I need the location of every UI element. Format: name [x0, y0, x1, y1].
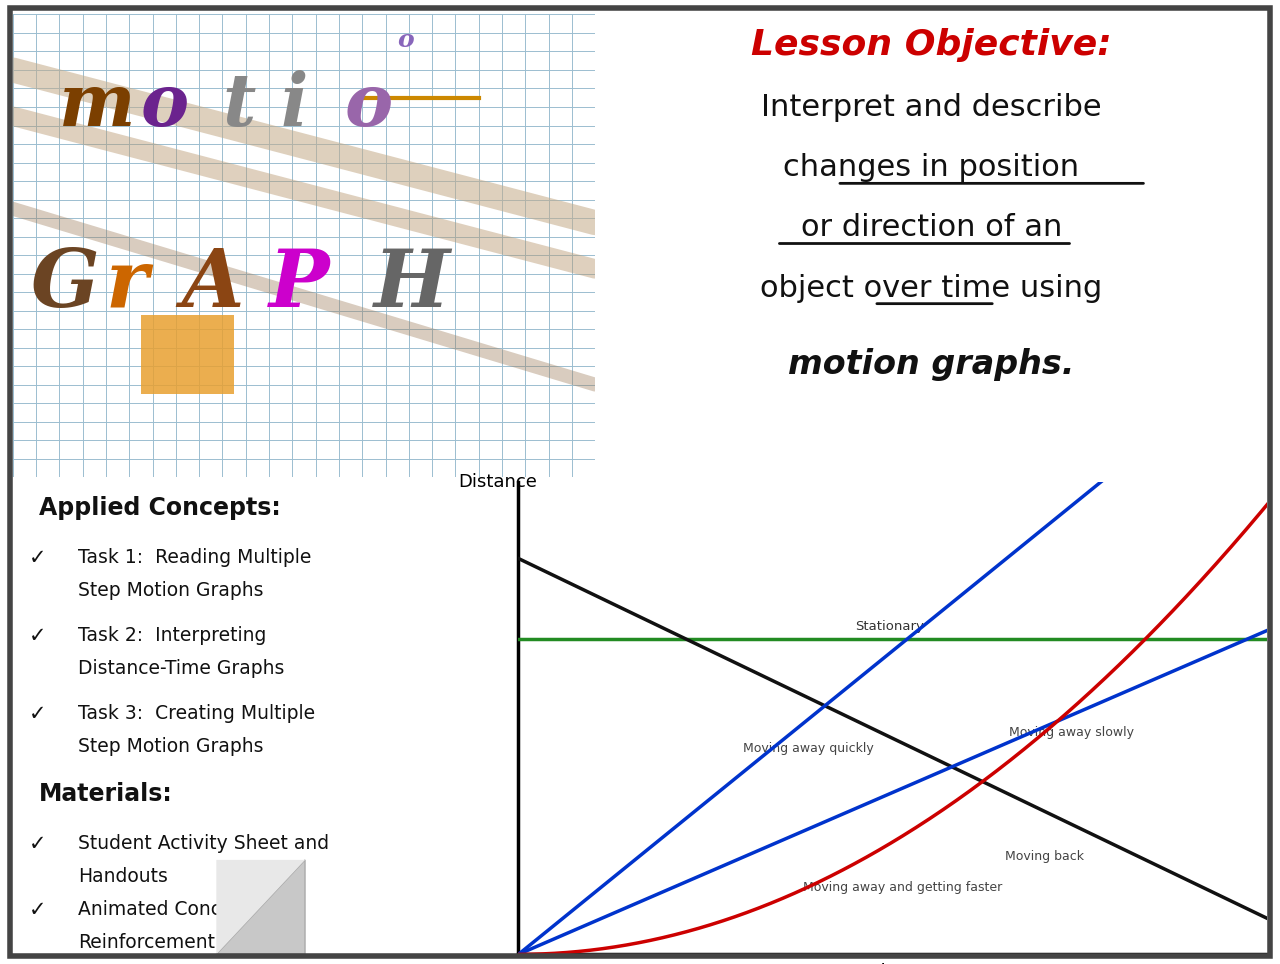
Text: Task 1:  Reading Multiple: Task 1: Reading Multiple	[78, 549, 312, 567]
Text: or direction of an: or direction of an	[800, 213, 1062, 242]
Polygon shape	[141, 315, 234, 394]
Polygon shape	[216, 860, 305, 954]
Text: Moving away quickly: Moving away quickly	[744, 742, 874, 755]
Text: Reinforcement: Reinforcement	[78, 933, 215, 952]
Text: ✓: ✓	[29, 704, 46, 724]
Text: o: o	[344, 70, 393, 141]
Text: ✓: ✓	[29, 549, 46, 568]
Text: P: P	[269, 246, 329, 323]
Text: ✓: ✓	[29, 626, 46, 646]
Text: Applied Concepts:: Applied Concepts:	[38, 496, 280, 521]
Text: Handouts: Handouts	[78, 867, 168, 886]
Text: Task 2:  Interpreting: Task 2: Interpreting	[78, 626, 266, 645]
Text: i: i	[280, 70, 308, 141]
Text: Moving away and getting faster: Moving away and getting faster	[803, 881, 1002, 895]
Text: t: t	[223, 70, 256, 141]
Text: Step Motion Graphs: Step Motion Graphs	[78, 737, 264, 756]
Text: Materials:: Materials:	[38, 782, 173, 806]
Text: Moving back: Moving back	[1005, 850, 1084, 863]
Text: G: G	[31, 246, 99, 323]
Text: Stationary: Stationary	[855, 620, 924, 632]
Text: changes in position: changes in position	[783, 153, 1079, 182]
Text: H: H	[374, 246, 449, 323]
Polygon shape	[216, 860, 305, 954]
Text: Task 3:  Creating Multiple: Task 3: Creating Multiple	[78, 704, 315, 723]
Text: Step Motion Graphs: Step Motion Graphs	[78, 581, 264, 601]
Text: Distance: Distance	[458, 472, 538, 491]
Text: Distance-Time Graphs: Distance-Time Graphs	[78, 659, 284, 678]
Text: motion graphs.: motion graphs.	[788, 348, 1074, 381]
Text: Student Activity Sheet and: Student Activity Sheet and	[78, 834, 329, 853]
Text: Lesson Objective:: Lesson Objective:	[751, 28, 1111, 63]
Text: m: m	[59, 70, 136, 141]
Text: ✓: ✓	[29, 900, 46, 920]
Text: Animated Concept: Animated Concept	[78, 900, 252, 919]
Text: o: o	[141, 70, 189, 141]
Text: ✓: ✓	[29, 834, 46, 854]
Text: r: r	[106, 246, 148, 323]
Text: Interpret and describe: Interpret and describe	[760, 94, 1102, 122]
Text: o: o	[397, 28, 413, 52]
Text: Moving away slowly: Moving away slowly	[1009, 726, 1134, 739]
X-axis label: Time: Time	[869, 963, 916, 964]
Text: A: A	[182, 246, 244, 323]
Text: object over time using: object over time using	[760, 274, 1102, 303]
